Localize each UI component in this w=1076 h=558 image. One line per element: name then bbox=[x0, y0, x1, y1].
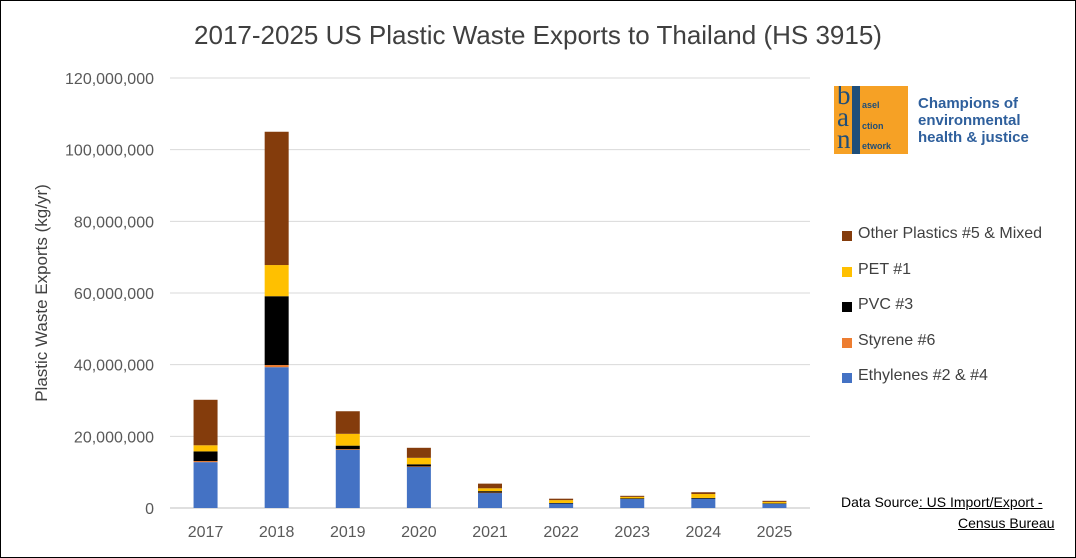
chart-title: 2017-2025 US Plastic Waste Exports to Th… bbox=[194, 20, 882, 50]
bar-segment bbox=[762, 500, 787, 502]
logo-bar bbox=[852, 86, 860, 154]
bar-segment bbox=[335, 411, 360, 434]
legend-swatch bbox=[842, 337, 852, 348]
bar-segment bbox=[406, 457, 431, 465]
legend-label: Other Plastics #5 & Mixed bbox=[858, 225, 1043, 242]
x-tick-label: 2022 bbox=[543, 524, 579, 541]
y-tick-label: 20,000,000 bbox=[74, 429, 154, 446]
bar-segment bbox=[691, 492, 716, 495]
bar-segment bbox=[193, 462, 218, 508]
bar-segment bbox=[691, 494, 716, 498]
bar-segment bbox=[193, 445, 218, 452]
y-tick-label: 0 bbox=[145, 501, 154, 518]
bar-segment bbox=[549, 498, 574, 501]
bar-segment bbox=[335, 433, 360, 446]
x-tick-label: 2024 bbox=[686, 524, 722, 541]
bar-segment bbox=[762, 503, 787, 504]
legend-label: Ethylenes #2 & #4 bbox=[858, 367, 988, 384]
x-tick-label: 2020 bbox=[401, 524, 437, 541]
bar-stack-2024 bbox=[691, 492, 716, 508]
tagline-line-3: health & justice bbox=[918, 129, 1029, 146]
bar-segment bbox=[691, 498, 716, 508]
bar-segment bbox=[620, 496, 645, 499]
x-tick-label: 2019 bbox=[330, 524, 366, 541]
bar-segment bbox=[406, 464, 431, 467]
bar-stack-2021 bbox=[478, 483, 502, 508]
legend-label: Styrene #6 bbox=[858, 331, 936, 349]
data-source: Data Source: US Import/Export - Census B… bbox=[841, 492, 1055, 534]
data-source-link-2[interactable]: Census Bureau bbox=[958, 515, 1055, 531]
bar-segment bbox=[620, 499, 645, 508]
bar-segment bbox=[620, 495, 645, 497]
x-tick-labels: 2017 2018 2019 2020 2021 2022 2023 2024 2025 bbox=[188, 524, 793, 541]
data-source-prefix: Data Source bbox=[841, 494, 919, 510]
tagline-line-1: Champions of bbox=[918, 95, 1018, 112]
bar-segment bbox=[264, 365, 289, 368]
bar-segment bbox=[335, 445, 360, 450]
x-tick-label: 2023 bbox=[614, 524, 650, 541]
bar-stack-2023 bbox=[620, 495, 645, 508]
bar-segment bbox=[193, 399, 218, 446]
bar-segment bbox=[264, 296, 289, 366]
bar-segment bbox=[549, 503, 574, 508]
bar-stack-2018 bbox=[264, 131, 289, 508]
y-tick-label: 40,000,000 bbox=[74, 358, 154, 375]
bar-segment bbox=[193, 461, 218, 463]
logo-letter-n: n bbox=[837, 124, 851, 154]
bar-stacks bbox=[193, 131, 787, 508]
x-tick-label: 2017 bbox=[188, 524, 224, 541]
tagline-line-2: environmental bbox=[918, 112, 1021, 129]
legend-swatch bbox=[842, 373, 852, 383]
bar-stack-2022 bbox=[549, 498, 574, 508]
y-tick-label: 60,000,000 bbox=[74, 286, 154, 303]
legend-swatch bbox=[842, 266, 852, 277]
legend-swatch bbox=[842, 302, 852, 312]
bar-segment bbox=[193, 451, 218, 462]
bar-stack-2017 bbox=[193, 399, 218, 508]
data-source-link-1[interactable]: : US Import/Export - bbox=[918, 494, 1043, 510]
bar-segment bbox=[549, 502, 574, 504]
bar-segment bbox=[762, 501, 787, 504]
x-tick-label: 2021 bbox=[472, 524, 508, 541]
bar-stack-2025 bbox=[762, 500, 787, 508]
logo-word-action: ction bbox=[862, 121, 884, 131]
bar-segment bbox=[264, 367, 289, 508]
bar-segment bbox=[478, 483, 502, 489]
bar-segment bbox=[264, 265, 289, 297]
y-tick-label: 120,000,000 bbox=[65, 71, 154, 88]
y-tick-label: 100,000,000 bbox=[65, 143, 154, 160]
bar-segment bbox=[762, 503, 787, 508]
bar-stack-2020 bbox=[406, 447, 431, 508]
bar-segment bbox=[620, 498, 645, 500]
x-tick-label: 2025 bbox=[757, 524, 793, 541]
bar-segment bbox=[264, 131, 289, 266]
bar-segment bbox=[406, 466, 431, 508]
legend-label: PET #1 bbox=[858, 260, 912, 278]
ban-logo: b a n asel ction etwork bbox=[834, 86, 908, 154]
bar-segment bbox=[406, 466, 431, 467]
logo-letter-a: a bbox=[837, 102, 849, 132]
logo-letter-b: b bbox=[837, 86, 851, 110]
x-tick-label: 2018 bbox=[259, 524, 295, 541]
legend-swatch bbox=[842, 231, 852, 241]
logo-word-basel: asel bbox=[862, 100, 880, 110]
logo-word-network: etwork bbox=[862, 141, 892, 151]
y-tick-labels: 0 20,000,000 40,000,000 60,000,000 80,000,00… bbox=[65, 71, 154, 518]
bar-segment bbox=[478, 491, 502, 493]
bar-segment bbox=[478, 492, 502, 508]
bar-segment bbox=[549, 500, 574, 503]
bar-segment bbox=[335, 449, 360, 508]
bar-segment bbox=[335, 449, 360, 450]
bar-segment bbox=[691, 497, 716, 499]
legend-label: PVC #3 bbox=[858, 296, 914, 313]
bar-segment bbox=[478, 488, 502, 492]
y-tick-label: 80,000,000 bbox=[74, 214, 154, 231]
bar-segment bbox=[406, 447, 431, 458]
bar-stack-2019 bbox=[335, 411, 360, 508]
bar-segment bbox=[478, 492, 502, 494]
logo-tagline: Champions of environmental health & just… bbox=[918, 95, 1068, 146]
